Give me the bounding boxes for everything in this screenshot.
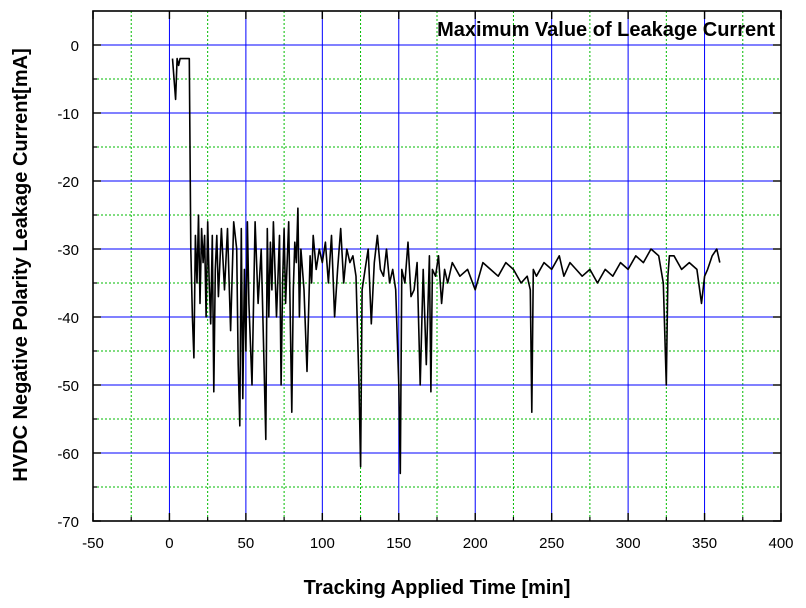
y-tick-label: -10: [57, 106, 79, 123]
x-tick-label: 50: [238, 535, 255, 552]
y-tick-label: -70: [57, 514, 79, 531]
chart-title: Maximum Value of Leakage Current: [437, 19, 775, 41]
y-axis-title: HVDC Negative Polarity Leakage Current[m…: [10, 48, 32, 481]
y-tick-label: -50: [57, 378, 79, 395]
x-tick-label: 0: [165, 535, 173, 552]
series-line-group: [171, 57, 721, 475]
x-tick-label: 300: [616, 535, 641, 552]
x-tick-label: 150: [386, 535, 411, 552]
x-tick-label: 250: [539, 535, 564, 552]
y-tick-label: 0: [71, 38, 79, 55]
y-tick-label: -40: [57, 310, 79, 327]
y-tick-labels: 0 -10 -20 -30 -40 -50 -60 -70: [57, 38, 79, 531]
x-tick-label: 100: [310, 535, 335, 552]
series-line: [171, 57, 721, 475]
x-tick-labels: -50 0 50 100 150 200 250 300 350 400: [82, 535, 793, 552]
x-tick-label: 400: [768, 535, 793, 552]
y-tick-label: -20: [57, 174, 79, 191]
y-tick-label: -60: [57, 446, 79, 463]
y-tick-label: -30: [57, 242, 79, 259]
x-tick-label: 200: [463, 535, 488, 552]
x-tick-label: -50: [82, 535, 104, 552]
x-tick-label: 350: [692, 535, 717, 552]
x-axis-title: Tracking Applied Time [min]: [304, 577, 571, 599]
tick-marks: [92, 11, 782, 522]
